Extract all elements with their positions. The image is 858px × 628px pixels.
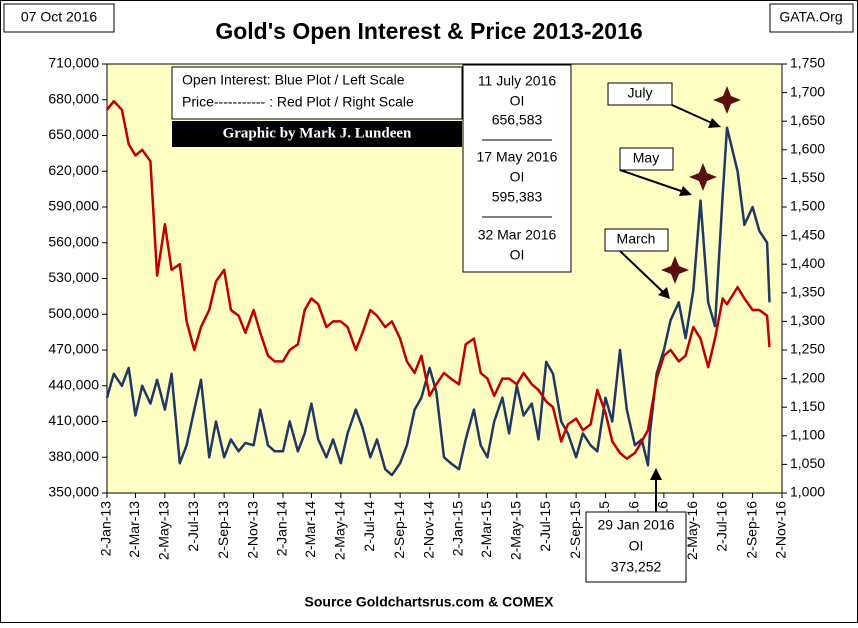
info-text: 32 Mar 2016 <box>478 227 557 243</box>
info-box <box>462 64 572 273</box>
y-tick-label: 440,000 <box>48 376 99 392</box>
x-tick-label: 2-Mar-15 <box>478 501 494 558</box>
info-text: OI <box>510 169 525 185</box>
y2-tick-label: 1,000 <box>790 484 825 500</box>
y2-tick-label: 1,450 <box>790 226 825 242</box>
y2-tick-label: 1,550 <box>790 169 825 185</box>
jan-text: 29 Jan 2016 <box>597 517 674 533</box>
series-line <box>105 126 771 477</box>
x-tick-label: 2-May-13 <box>156 501 172 560</box>
info-text: 595,383 <box>492 189 543 205</box>
x-tick-label: 2-Jan-15 <box>450 501 466 556</box>
legend-box <box>171 66 463 120</box>
x-tick-label: 2-Mar-13 <box>126 501 142 558</box>
x-tick-label: 2-May-14 <box>332 501 348 560</box>
y2-tick-label: 1,250 <box>790 341 825 357</box>
x-tick-label: 2-Jul-14 <box>361 501 377 552</box>
y-tick-label: 410,000 <box>48 412 99 428</box>
x-tick-label: 2-Nov-14 <box>420 501 436 559</box>
arrowhead <box>658 287 670 299</box>
jan-text: 373,252 <box>611 559 662 575</box>
x-tick-label: 2-Jan-13 <box>98 501 114 556</box>
y-tick-label: 710,000 <box>48 55 99 71</box>
x-tick-label: 2-Jul-16 <box>713 501 729 552</box>
y2-tick-label: 1,350 <box>790 284 825 300</box>
info-text: 656,583 <box>492 112 543 128</box>
arrowhead <box>708 118 721 128</box>
credit: Graphic by Mark J. Lundeen <box>223 125 412 141</box>
star <box>661 256 689 284</box>
x-tick-label: 2-Sep-16 <box>743 501 759 559</box>
x-tick-label: 2-Sep-13 <box>215 501 231 559</box>
date-box <box>3 3 115 33</box>
star <box>689 163 717 191</box>
star <box>713 86 741 114</box>
legend-line: Open Interest: Blue Plot / Left Scale <box>182 72 405 88</box>
arrowhead <box>650 468 662 480</box>
x-tick-label: 2-Jul-15 <box>537 501 553 552</box>
callout: July <box>628 85 653 101</box>
arrow <box>619 250 665 294</box>
y2-tick-label: 1,650 <box>790 112 825 128</box>
y2-tick-label: 1,400 <box>790 255 825 271</box>
y2-tick-label: 1,750 <box>790 55 825 71</box>
source: Source Goldchartsrus.com & COMEX <box>305 594 555 610</box>
site-box <box>769 3 854 33</box>
x-tick-label: 2-Sep-15 <box>567 501 583 559</box>
y2-tick-label: 1,700 <box>790 83 825 99</box>
y-tick-label: 470,000 <box>48 341 99 357</box>
y-tick-label: 500,000 <box>48 305 99 321</box>
arrowhead <box>679 186 692 196</box>
y-tick-label: 560,000 <box>48 233 99 249</box>
y2-tick-label: 1,050 <box>790 455 825 471</box>
x-tick-label: 2-May-15 <box>508 501 524 560</box>
y2-tick-label: 1,200 <box>790 369 825 385</box>
arrow <box>619 169 685 193</box>
site-label: GATA.Org <box>779 9 842 25</box>
info-text: 11 July 2016 <box>478 73 557 89</box>
date-label: 07 Oct 2016 <box>21 9 97 25</box>
y-tick-label: 680,000 <box>48 90 99 106</box>
x-tick-label: 2-Nov-13 <box>244 501 260 559</box>
callout-box <box>604 228 669 252</box>
callout: May <box>633 150 659 166</box>
y-tick-label: 350,000 <box>48 484 99 500</box>
annotations: Open Interest: Blue Plot / Left Scale Pr… <box>171 64 741 583</box>
info-text: 17 May 2016 <box>477 149 558 165</box>
series-line <box>106 99 771 460</box>
y2-tick-label: 1,150 <box>790 398 825 414</box>
y-tick-label: 650,000 <box>48 126 99 142</box>
y2-tick-label: 1,300 <box>790 312 825 328</box>
y2-tick-label: 1,100 <box>790 427 825 443</box>
x-tick-label: 2-Sep-14 <box>391 501 407 559</box>
info-text: OI <box>510 247 525 263</box>
x-tick-label: 2-May-16 <box>684 501 700 560</box>
legend-line: Price----------- : Red Plot / Right Scal… <box>182 94 414 110</box>
y-tick-label: 530,000 <box>48 269 99 285</box>
jan-box <box>585 511 687 583</box>
y-tick-label: 590,000 <box>48 198 99 214</box>
y2-tick-label: 1,600 <box>790 141 825 157</box>
y-tick-label: 380,000 <box>48 448 99 464</box>
callout-box <box>607 82 673 106</box>
jan-text: OI <box>629 538 644 554</box>
info-text: OI <box>510 93 525 109</box>
chart-title: Gold's Open Interest & Price 2013-2016 <box>215 18 642 44</box>
callout: March <box>617 231 656 247</box>
x-tick-label: 2-Mar-14 <box>302 501 318 558</box>
x-tick-label: 2-Nov-16 <box>773 501 789 559</box>
x-tick-label: 2-Jan-14 <box>274 501 290 556</box>
y-tick-label: 620,000 <box>48 162 99 178</box>
y2-tick-label: 1,500 <box>790 198 825 214</box>
arrow <box>671 104 715 125</box>
x-tick-label: 2-Jul-13 <box>185 501 201 552</box>
callout-box <box>619 147 674 171</box>
credit-banner <box>172 121 462 147</box>
